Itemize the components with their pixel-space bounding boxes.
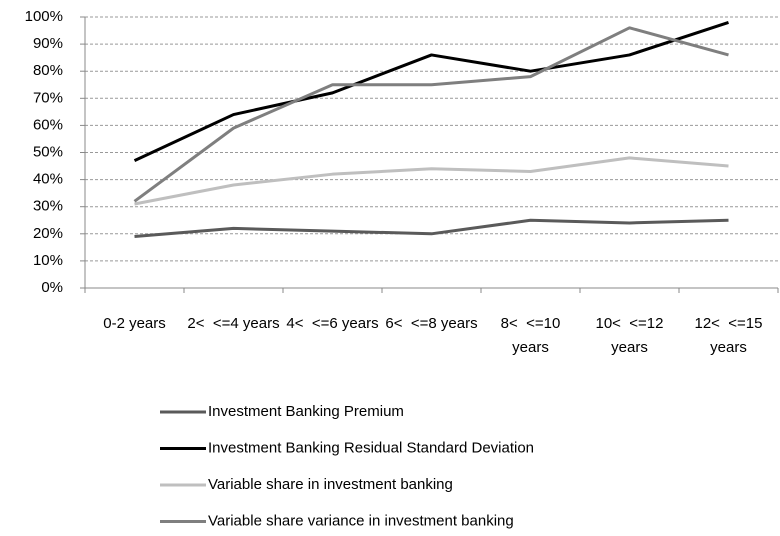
y-tick-label: 60% [33,116,63,133]
y-tick-label: 50% [33,143,63,160]
y-tick-label: 70% [33,89,63,106]
x-tick-label: 12< <=15 years [694,315,767,356]
x-tick-label: 8< <=10 years [500,315,565,356]
y-tick-label: 0% [41,279,63,296]
series-line [134,218,729,239]
y-tick-label: 20% [33,225,63,242]
y-tick-label: 90% [33,35,63,52]
x-tick-label: 10< <=12 years [595,315,668,356]
series-line [133,26,729,203]
y-tick-label: 10% [33,252,63,269]
legend-label: Investment Banking Premium [208,403,404,420]
x-tick-label: 0-2 years [103,315,166,332]
y-tick-label: 100% [25,8,63,25]
y-tick-label: 30% [33,198,63,215]
legend-label: Variable share variance in investment ba… [208,512,514,529]
x-tick-label: 6< <=8 years [385,315,478,332]
legend-label: Investment Banking Residual Standard Dev… [208,439,534,456]
x-tick-label: 2< <=4 years [187,315,280,332]
y-tick-label: 40% [33,171,63,188]
x-tick-label: 4< <=6 years [286,315,379,332]
series-line [134,156,729,206]
series-line [133,20,729,162]
legend-label: Variable share in investment banking [208,476,453,493]
y-tick-label: 80% [33,62,63,79]
